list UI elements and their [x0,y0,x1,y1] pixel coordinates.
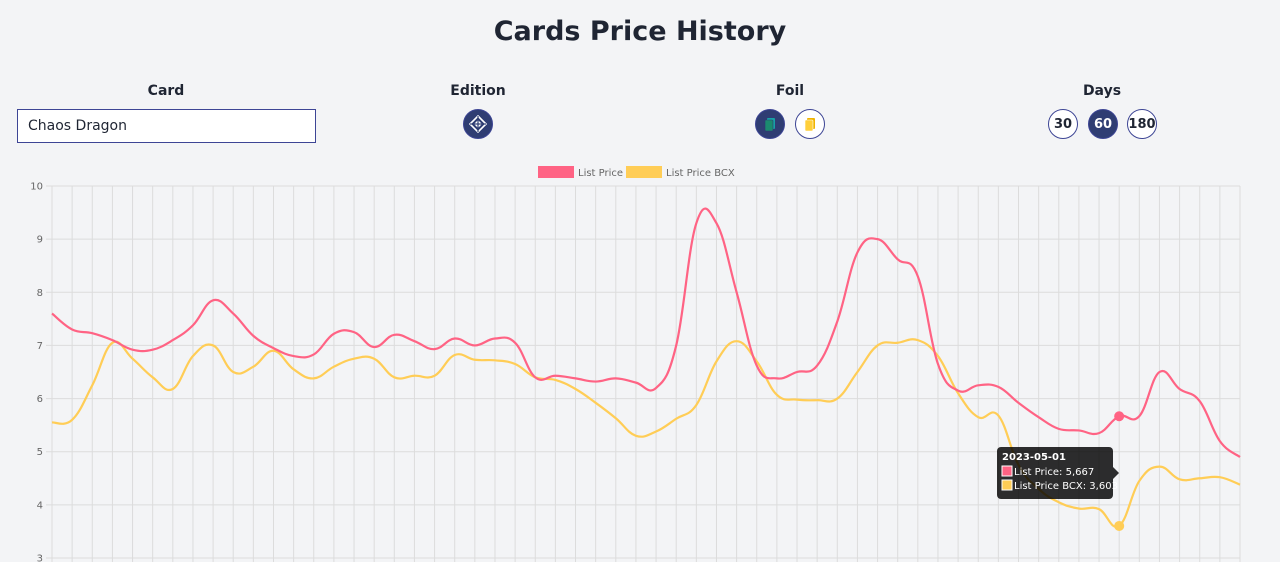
y-tick-label: 6 [37,394,43,405]
legend-swatch-list-price [538,166,574,178]
y-tick-label: 5 [37,447,43,458]
price-history-chart: 10 9 8 7 6 5 4 3 List Price List Price BCX 2023-05… [30,166,1241,562]
legend-swatch-list-price-bcx [626,166,662,178]
tooltip-line: List Price BCX: 3,603 [1014,481,1118,492]
card-input[interactable] [17,109,316,143]
legend-label-list-price-bcx: List Price BCX [666,168,735,179]
foil-gold-button[interactable] [795,109,825,139]
gold-foil-card-icon [802,116,818,132]
y-tick-label: 8 [37,288,43,299]
edition-button[interactable] [463,109,493,139]
y-tick-label: 4 [37,500,43,511]
foil-label: Foil [775,83,805,99]
list-price-hover-point [1114,411,1125,422]
days-30-button[interactable]: 30 [1048,109,1078,139]
card-label: Card [147,83,185,99]
tooltip-swatch [1001,479,1013,491]
tooltip-line: List Price: 5,667 [1014,467,1094,478]
edition-label: Edition [450,83,506,99]
tooltip-swatch [1001,465,1013,477]
chart-tooltip: 2023-05-01 List Price: 5,667 List Price BC… [997,447,1119,499]
legend-label-list-price: List Price [578,168,623,179]
tooltip-box [997,447,1113,499]
y-tick-label: 10 [30,182,43,193]
list-price-line [51,207,1241,458]
page-title: Cards Price History [493,16,787,47]
regular-foil-card-icon [762,116,778,132]
list-price-bcx-hover-point [1114,520,1125,531]
tooltip-caret [1113,467,1119,479]
y-tick-label: 9 [37,235,43,246]
foil-regular-button[interactable] [755,109,785,139]
y-tick-label: 7 [37,341,43,352]
y-tick-label: 3 [37,554,43,562]
days-label: Days [1082,83,1122,99]
chaos-legion-edition-icon [469,115,487,133]
days-180-button[interactable]: 180 [1127,109,1157,139]
tooltip-title: 2023-05-01 [1002,452,1066,463]
days-60-button[interactable]: 60 [1088,109,1118,139]
